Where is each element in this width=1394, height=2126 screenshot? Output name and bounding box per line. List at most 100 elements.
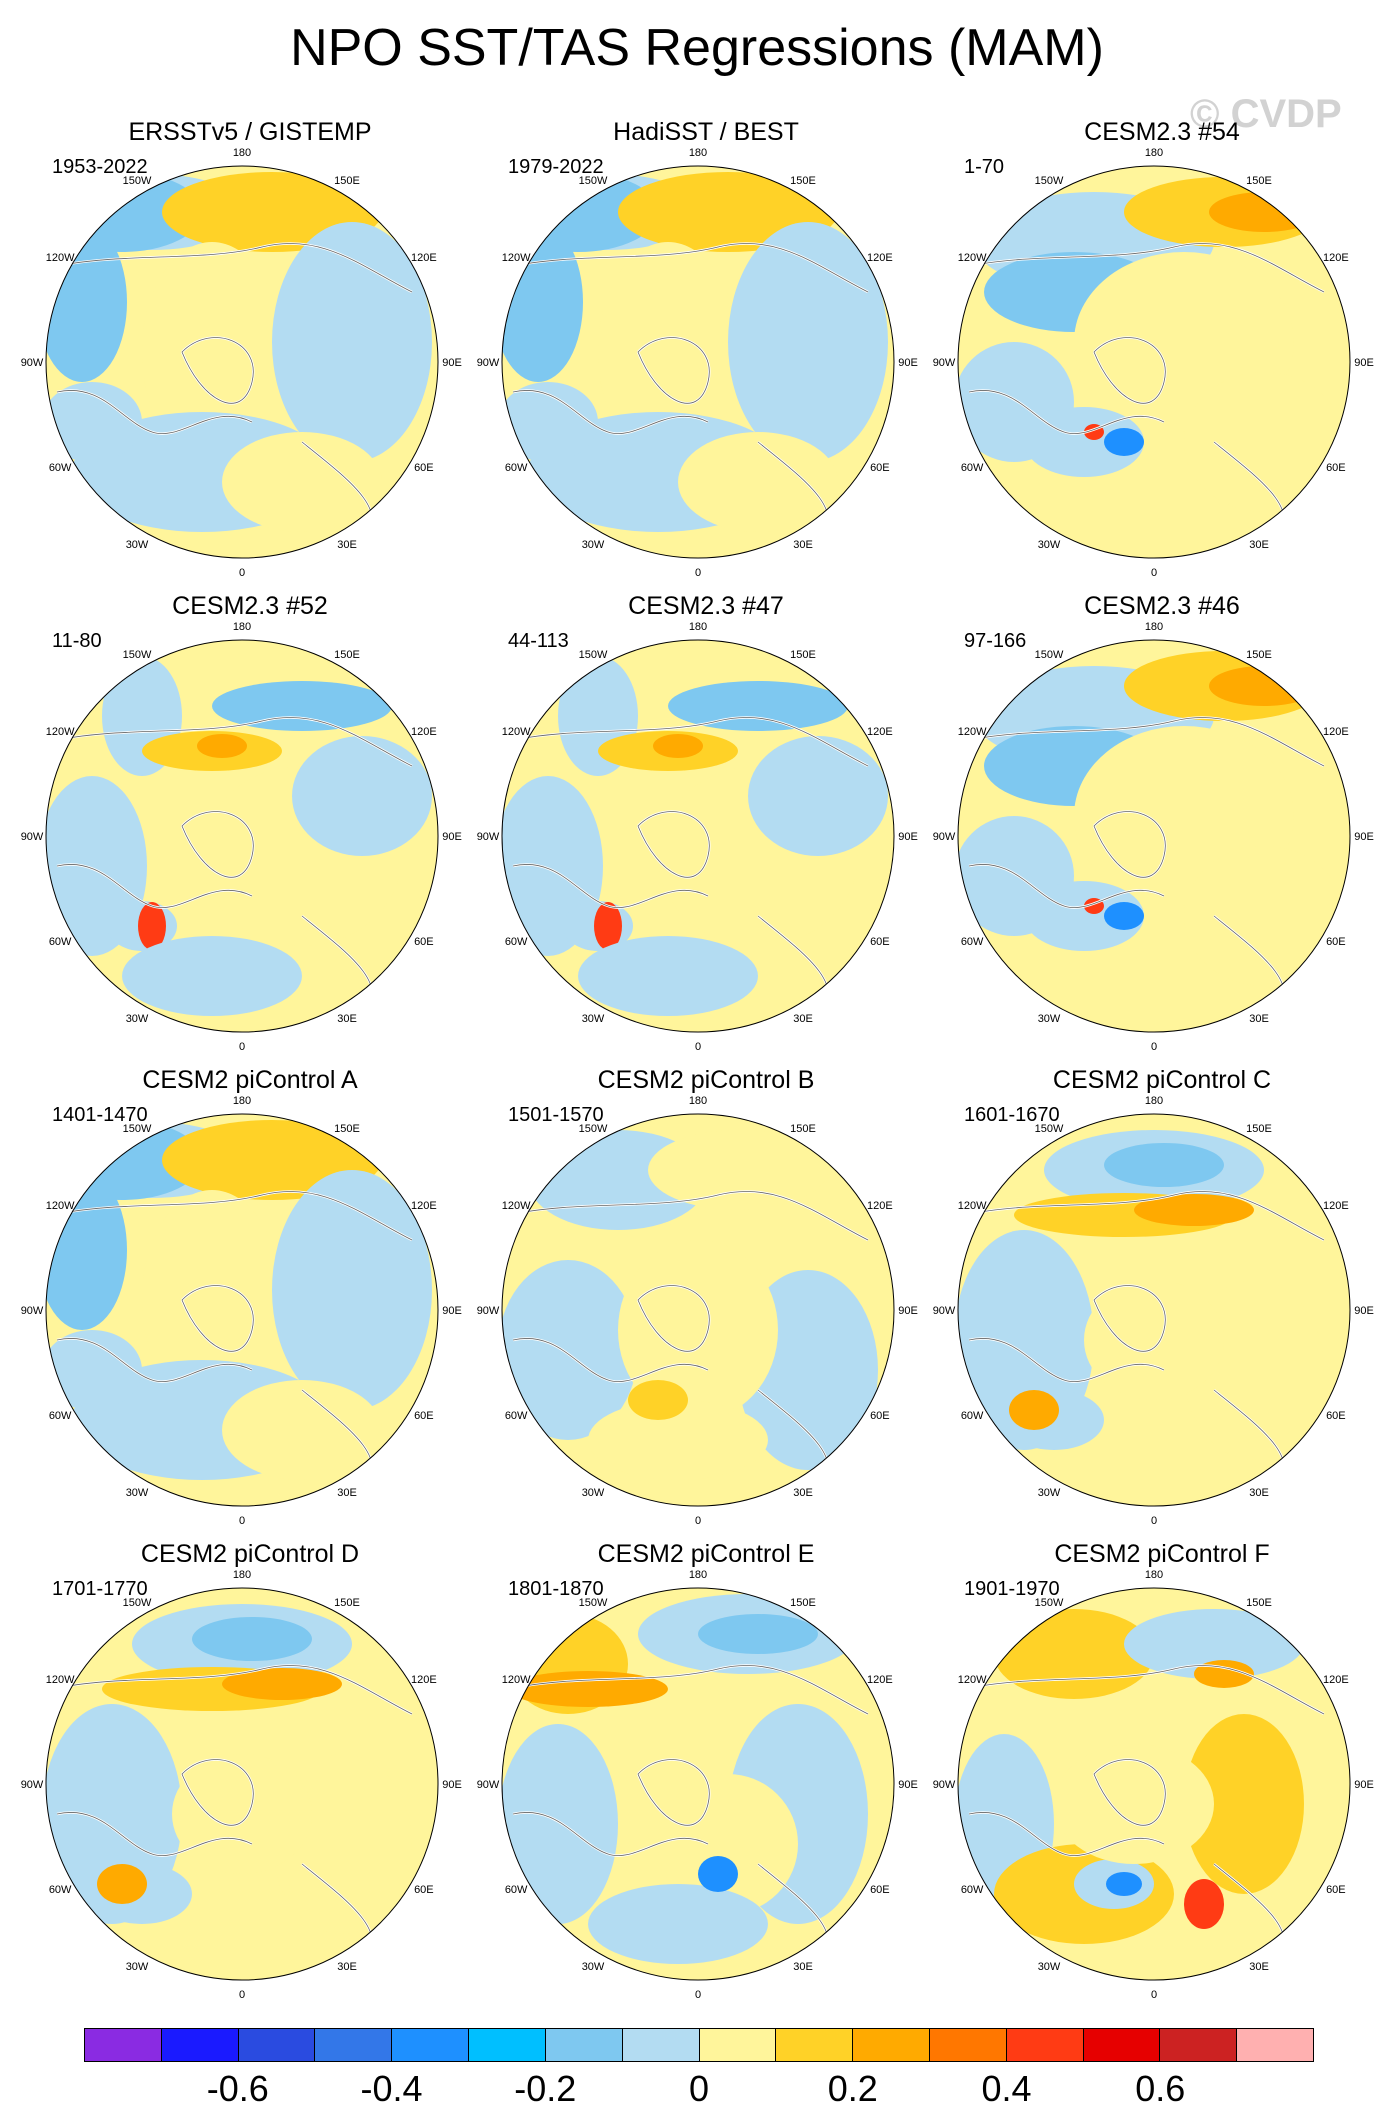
coastline [963,717,1325,1017]
longitude-label: 30E [337,1961,357,1973]
anomaly-region [1124,1609,1304,1679]
longitude-label: 150E [334,175,360,187]
anomaly-region [502,1724,618,1924]
longitude-label: 90W [933,357,956,369]
polar-map: 180 150E 120E 90E 60E 30E 0 30W 60W 90W 120W 150W [477,1095,918,1527]
longitude-label: 120E [411,726,437,738]
colorbar-cell [545,2029,623,2061]
longitude-label: 90W [21,1779,44,1791]
colorbar-cell [238,2029,316,2061]
longitude-label: 150W [579,1123,608,1135]
panel-years: 1401-1470 [52,1104,148,1126]
longitude-label: 30W [126,1013,149,1025]
colorbar-cell [853,2029,930,2061]
anomaly-region [1104,428,1144,456]
longitude-label: 120E [867,252,893,264]
longitude-label: 120W [958,252,987,264]
longitude-label: 180 [689,621,707,633]
longitude-label: 60W [49,936,72,948]
longitude-label: 30E [793,539,813,551]
anomaly-region [172,1754,312,1874]
anomaly-region [588,1884,768,1964]
colorbar-tick: 0 [688,2068,710,2109]
longitude-label: 120E [867,726,893,738]
longitude-label: 90W [21,1305,44,1317]
watermark: © CVDP [1190,92,1342,136]
colorbar-cell [161,2029,239,2061]
colorbar-cell [469,2029,546,2061]
longitude-label: 120E [1323,726,1349,738]
longitude-label: 180 [233,1095,251,1107]
longitude-label: 90W [933,1779,956,1791]
longitude-label: 60E [414,462,434,474]
longitude-label: 60W [505,462,528,474]
longitude-label: 120W [502,1674,531,1686]
longitude-label: 0 [695,1989,701,2001]
panel-years: 1501-1570 [508,1104,604,1126]
polar-map: 180 150E 120E 90E 60E 30E 0 30W 60W 90W 120W 150W [21,621,462,1053]
coastline [51,717,413,1017]
anomaly-region [598,242,738,462]
coastline [51,1191,413,1491]
map-panel: ERSSTv5 / GISTEMP 180 150E 120E 90E 60E 30E 0 30… [21,118,470,588]
polar-map: 180 150E 120E 90E 60E 30E 0 30W 60W 90W 120W 150W [477,621,918,1053]
anomaly-region [1184,1879,1224,1929]
longitude-label: 0 [695,567,701,579]
anomaly-region [197,734,247,758]
longitude-label: 30W [582,539,605,551]
longitude-label: 150W [123,1123,152,1135]
longitude-label: 0 [1151,567,1157,579]
longitude-label: 120W [958,1674,987,1686]
anomaly-region [46,1330,142,1410]
anomaly-region [1184,372,1344,512]
coastline [963,1191,1325,1491]
longitude-label: 60E [1326,1884,1346,1896]
longitude-label: 120W [46,252,75,264]
longitude-label: 90W [477,1305,500,1317]
longitude-label: 30W [582,1961,605,1973]
longitude-label: 0 [1151,1989,1157,2001]
panel-years: 1953-2022 [52,156,148,178]
longitude-label: 30W [1038,1013,1061,1025]
longitude-label: 150E [790,175,816,187]
longitude-label: 30E [793,1487,813,1499]
panel-title: CESM2 piControl D [140,1540,360,1568]
longitude-label: 60W [49,1884,72,1896]
anomaly-region [508,1671,668,1707]
longitude-label: 150W [1035,1123,1064,1135]
longitude-label: 150W [1035,649,1064,661]
longitude-label: 150W [579,1597,608,1609]
longitude-label: 120W [46,1200,75,1212]
colorbar-cell [315,2029,393,2061]
anomaly-region [678,432,838,532]
longitude-label: 120E [867,1674,893,1686]
anomaly-region [212,681,392,731]
longitude-label: 150E [790,1123,816,1135]
longitude-label: 120W [502,1200,531,1212]
longitude-label: 150W [579,175,608,187]
longitude-label: 120W [502,726,531,738]
panel-title: CESM2.3 #54 [1084,118,1240,146]
coastline [51,1665,413,1965]
anomaly-region [97,1864,147,1904]
longitude-label: 90W [933,1305,956,1317]
anomaly-region [628,1380,688,1420]
map-border [957,1587,1351,1981]
longitude-label: 30W [582,1487,605,1499]
anomaly-region [618,1240,778,1420]
map-panel: CESM2 piControl B 180 150E 120E 90E 60E 30E 0 30… [477,1066,926,1536]
longitude-label: 150E [334,1123,360,1135]
longitude-label: 30E [337,1013,357,1025]
longitude-label: 60E [1326,1410,1346,1422]
anomaly-region [1184,1714,1304,1894]
anomaly-region [1024,407,1144,477]
longitude-label: 60E [1326,936,1346,948]
longitude-label: 90E [442,831,462,843]
anomaly-region [1024,881,1144,951]
map-panel: CESM2.3 #46 180 150E 120E 90E 60E 30E 0 30W 60W 90… [933,592,1382,1062]
panel-title: CESM2 piControl E [597,1540,815,1568]
panel-years: 1701-1770 [52,1578,148,1600]
panel-years: 11-80 [52,630,102,652]
longitude-label: 60W [505,1410,528,1422]
colorbar-cell [1160,2029,1238,2061]
